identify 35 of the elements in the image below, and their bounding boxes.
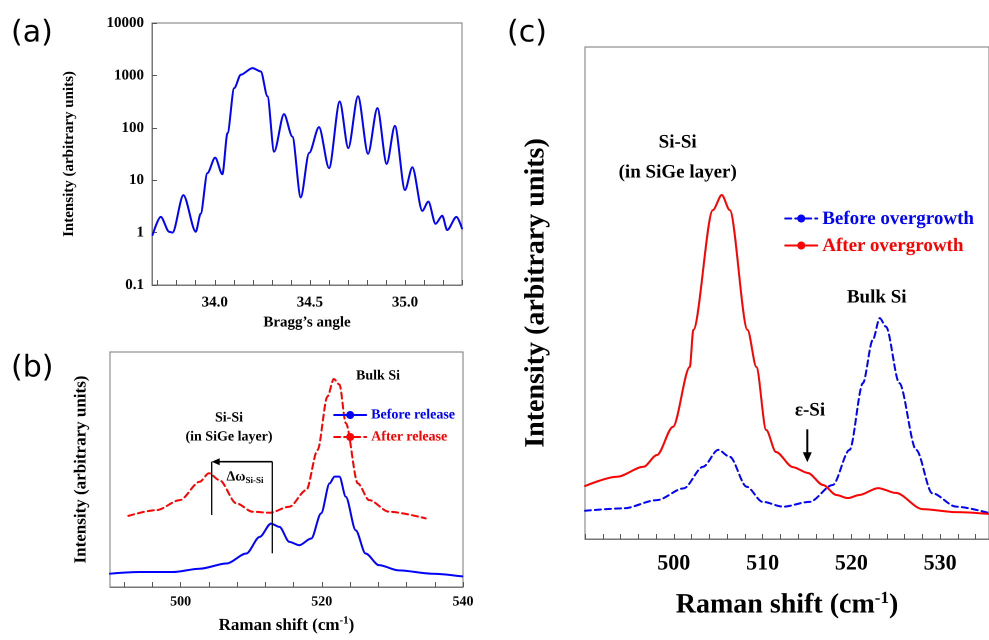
- text: (in SiGe layer): [618, 162, 737, 182]
- y-axis-title: Intensity (arbitrary units): [520, 138, 550, 448]
- y-tick-label: 0.1: [125, 277, 144, 293]
- chart-title: (b): [11, 350, 54, 384]
- x-tick-label: 500: [170, 594, 192, 610]
- y-tick-label: 1000: [114, 67, 144, 84]
- annotation: Si-Si: [214, 410, 244, 426]
- legend-label: After overgrowth: [822, 235, 964, 256]
- chart-title: (c): [507, 14, 547, 50]
- annotation: (in SiGe layer): [185, 430, 273, 444]
- x-tick-label: 540: [452, 594, 474, 610]
- y-tick-label: 1: [136, 224, 144, 241]
- x-tick-label: 500: [657, 550, 690, 574]
- legend-label: Before release: [371, 408, 456, 422]
- x-axis-title: Bragg’s angle: [263, 314, 352, 330]
- y-tick-label: 10: [129, 172, 144, 188]
- chart-title: (a): [11, 14, 53, 50]
- text: Si-Si: [658, 132, 697, 152]
- y-axis-title: Intensity (arbitrary units): [70, 376, 90, 564]
- legend-label: Before overgrowth: [822, 208, 974, 229]
- y-axis-title: Intensity (arbitrary units): [61, 71, 77, 237]
- y-tick-label: 100: [122, 120, 144, 136]
- x-tick-label: 520: [311, 594, 332, 610]
- line-series: [152, 67, 463, 236]
- x-tick-label: 520: [834, 550, 868, 574]
- x-tick-label: 34.5: [296, 294, 323, 310]
- annotation: Bulk Si: [356, 368, 400, 384]
- x-tick-label: 34.0: [202, 294, 228, 310]
- y-tick-label: 10000: [106, 15, 144, 31]
- x-tick-label: 35.0: [392, 294, 418, 310]
- x-tick-label: 530: [924, 550, 957, 574]
- x-tick-label: 510: [746, 550, 780, 574]
- annotation: ε-Si: [794, 400, 826, 420]
- legend-label: After release: [371, 430, 448, 444]
- annotation: Bulk Si: [846, 286, 907, 308]
